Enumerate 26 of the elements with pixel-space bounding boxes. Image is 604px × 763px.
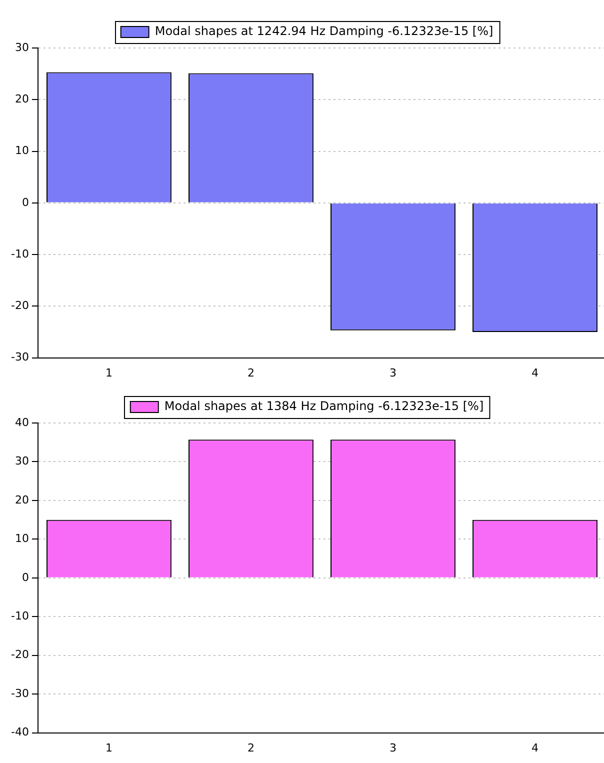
y-tick-label: -20 [11,648,29,662]
x-tick-label: 1 [105,366,112,380]
y-tick-label: 30 [14,40,29,54]
x-tick-label: 3 [389,741,396,754]
y-tick-label: 30 [14,454,29,468]
x-tick-label: 2 [247,741,254,754]
y-tick-label: -10 [11,609,29,622]
y-tick-label: 0 [22,570,29,584]
y-tick-label: -30 [11,686,29,700]
y-tick-label: 20 [14,92,29,106]
x-tick-label: 2 [247,366,254,380]
y-tick-label: 20 [14,493,29,506]
y-tick-label: 0 [22,196,29,209]
y-tick-label: 40 [14,416,29,429]
y-tick-label: 10 [14,144,29,158]
x-tick-label: 1 [105,741,112,754]
x-tick-label: 4 [531,366,538,380]
y-tick-label: -30 [11,350,29,364]
y-tick-label: -10 [11,247,29,260]
legend-label: Modal shapes at 1242.94 Hz Damping -6.12323e-15 [%] [154,24,494,38]
y-tick-label: -40 [11,726,29,739]
x-tick-label: 3 [389,366,396,380]
y-tick-label: 10 [14,532,29,546]
x-tick-label: 4 [531,741,538,754]
y-tick-label: -20 [11,299,29,312]
legend-label: Modal shapes at 1384 Hz Damping -6.12323e-15 [%] [164,399,484,414]
